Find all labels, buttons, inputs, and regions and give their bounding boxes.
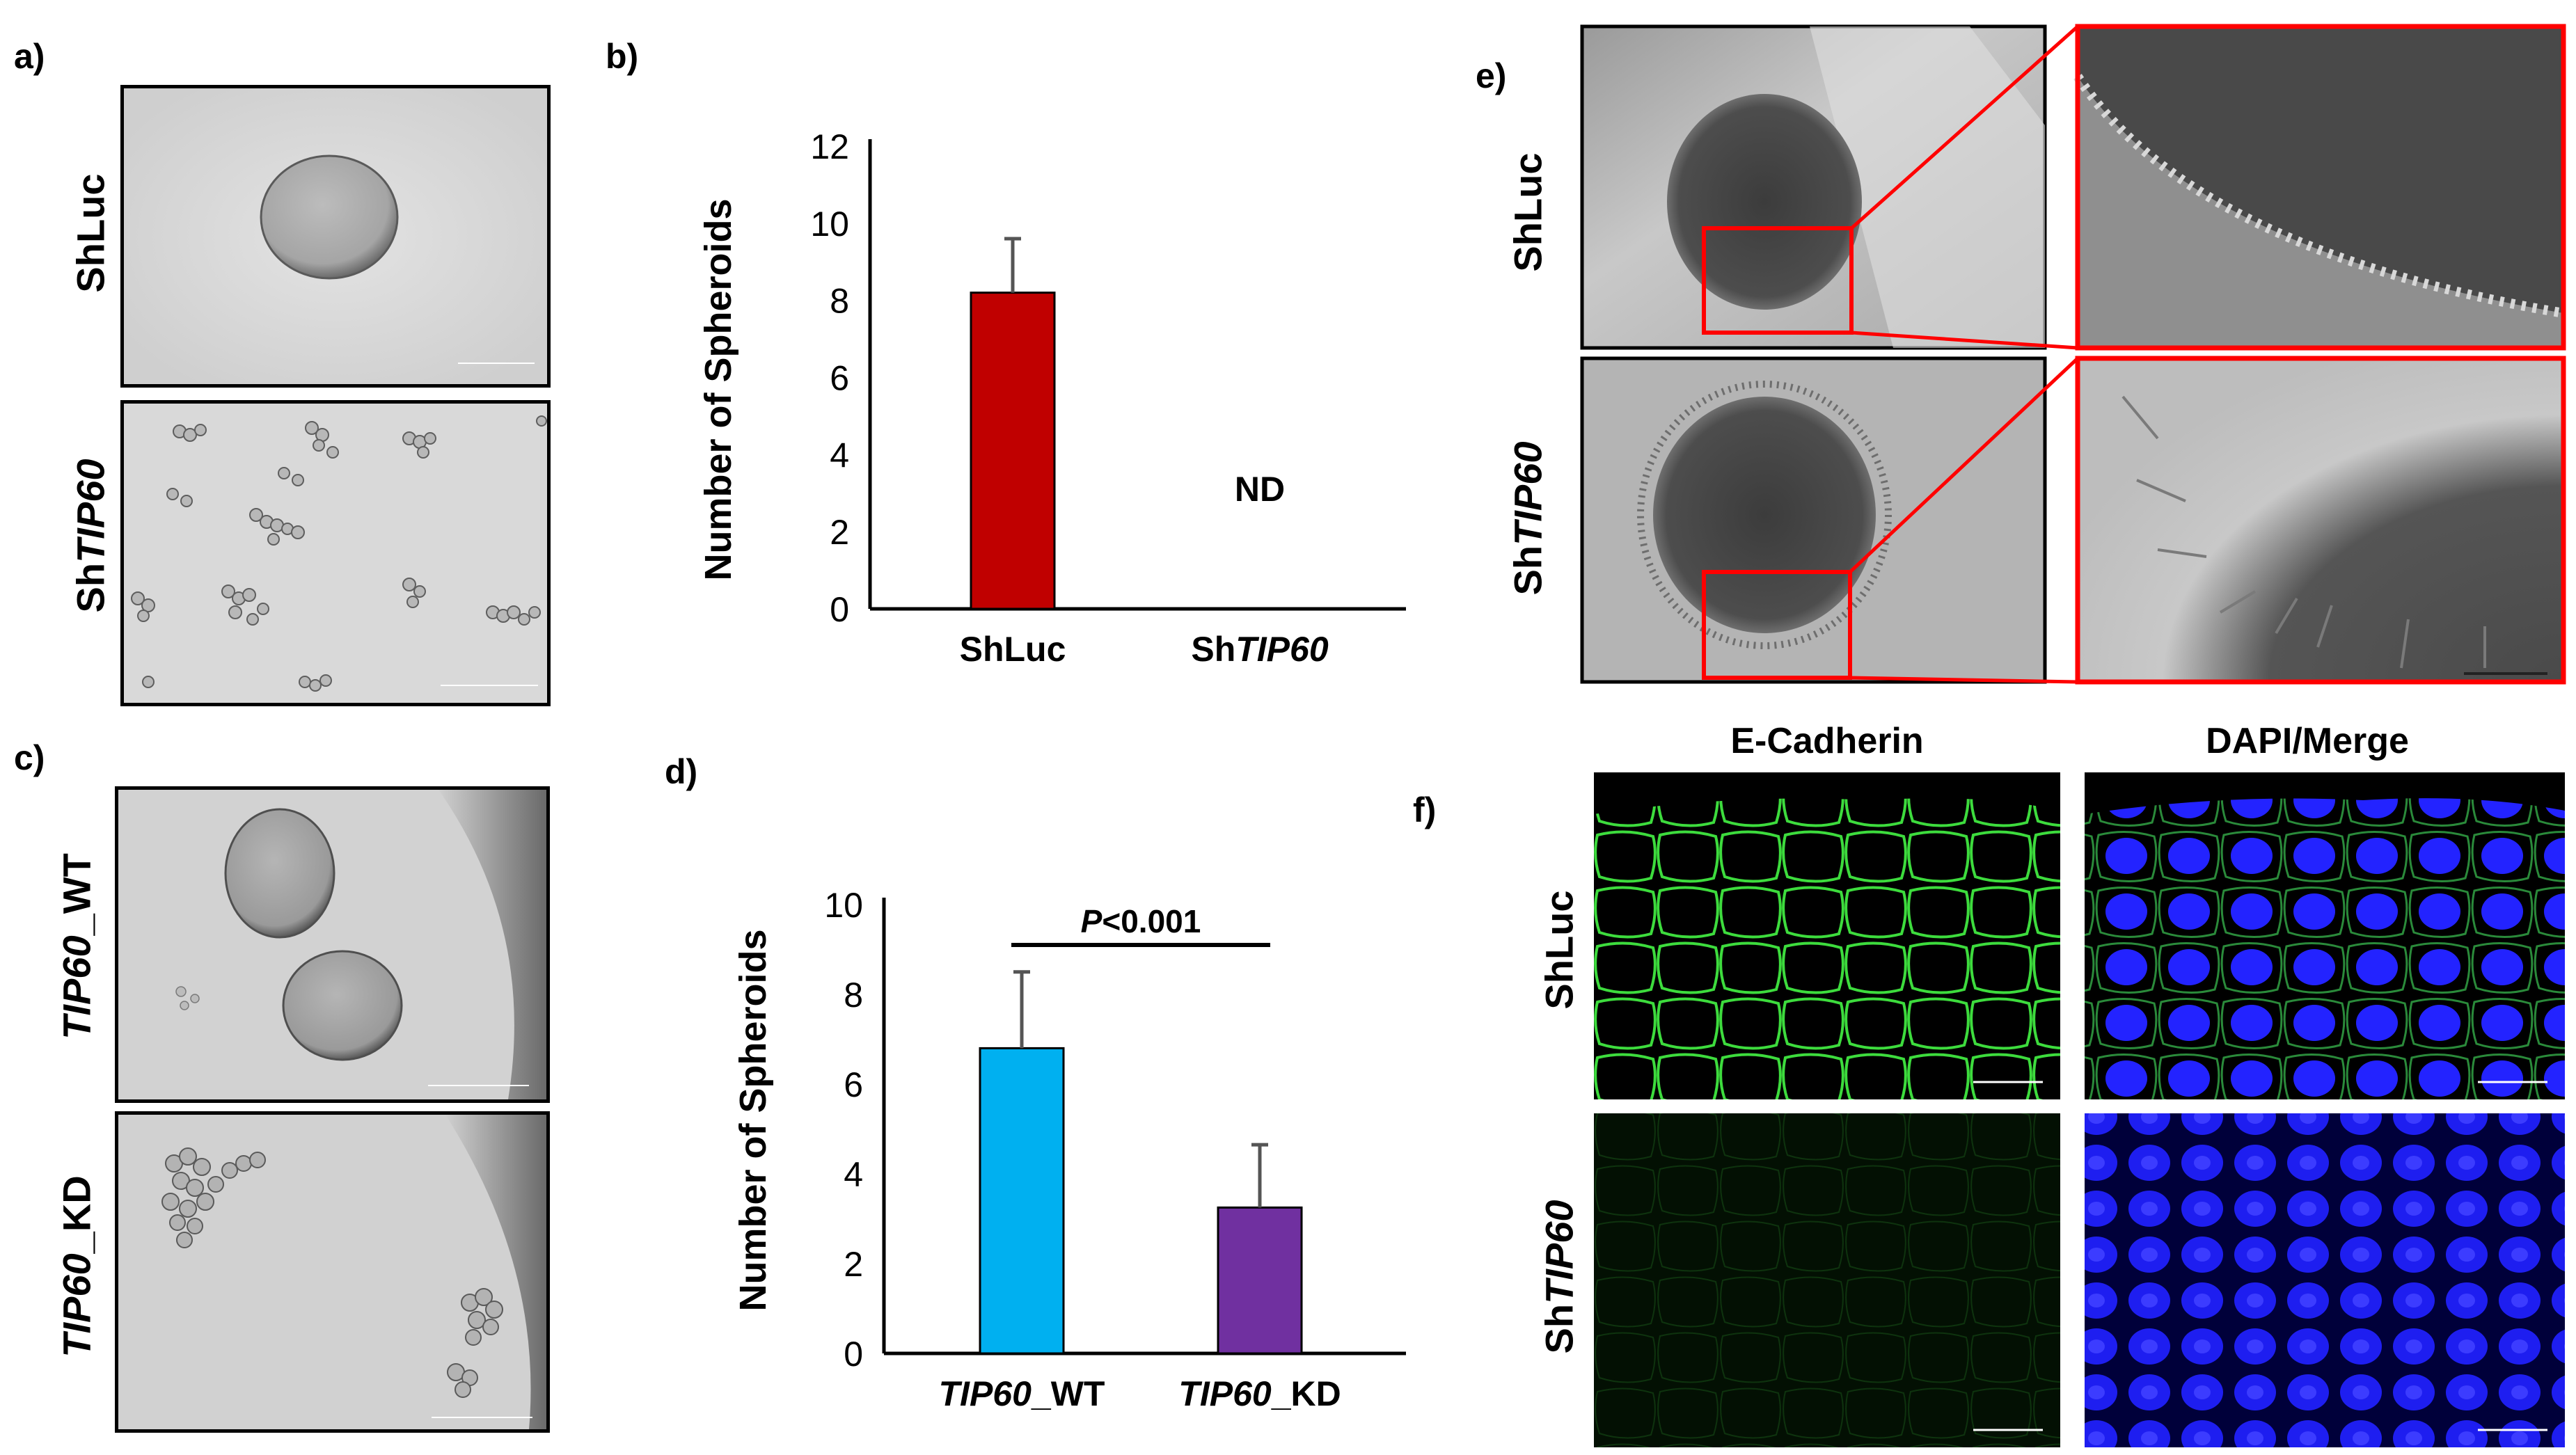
y-tick-label: 2 xyxy=(830,513,849,552)
bar xyxy=(979,1047,1065,1355)
y-tick-label: 0 xyxy=(844,1335,863,1374)
bar xyxy=(970,292,1056,610)
micrograph-e-cadherin-shtip60 xyxy=(1594,1113,2060,1447)
micrograph-tip60-kd-aggregates xyxy=(115,1111,550,1433)
y-tick-label: 12 xyxy=(810,127,849,166)
column-title-e-cadherin: E-Cadherin xyxy=(1730,721,1924,761)
y-tick-label: 8 xyxy=(830,282,849,321)
row-label-shluc-f: ShLuc xyxy=(1537,890,1581,1010)
micrograph-dapi-merge-shtip60 xyxy=(2085,1113,2565,1447)
row-label-shluc-e: ShLuc xyxy=(1506,152,1550,272)
micrograph-shluc-invasion-zoom xyxy=(2073,24,2566,351)
y-tick-label: 6 xyxy=(844,1065,863,1104)
micrograph-shluc-spheroid xyxy=(120,85,551,388)
row-label-tip60-kd: TIP60_KD xyxy=(54,1175,99,1358)
row-label-shluc-a: ShLuc xyxy=(68,173,113,293)
invasion-assay-panel-e xyxy=(1580,24,2566,685)
x-tick-label: ShLuc xyxy=(960,630,1066,669)
row-label-shtip60-f: ShTIP60 xyxy=(1537,1200,1581,1354)
y-tick-label: 10 xyxy=(824,886,863,925)
micrograph-shtip60-cells xyxy=(120,400,551,706)
immunofluorescence-panel-f xyxy=(1594,772,2565,1447)
y-tick-label: 4 xyxy=(844,1155,863,1194)
bar xyxy=(1217,1206,1303,1355)
y-axis-title-b: Number of Spheroids xyxy=(697,198,739,580)
y-tick-label: 0 xyxy=(830,590,849,629)
x-tick-label: ShTIP60 xyxy=(1191,630,1328,669)
bar-chart-d: Number of Spheroids 0 2 4 6 8 10 TIP60_WT TIP60… xyxy=(732,886,1406,1413)
micrograph-shtip60-invasion-zoom xyxy=(2075,356,2566,685)
panel-label-d: d) xyxy=(665,752,698,791)
row-label-shtip60-a: ShTIP60 xyxy=(68,459,113,613)
y-tick-label: 4 xyxy=(830,436,849,475)
panel-label-c: c) xyxy=(14,738,45,777)
micrograph-e-cadherin-shluc xyxy=(1594,772,2060,1099)
panel-label-e: e) xyxy=(1476,56,1507,95)
y-tick-label: 10 xyxy=(810,205,849,244)
x-tick-label: TIP60_KD xyxy=(1178,1374,1341,1413)
annotation-not-detected: ND xyxy=(1235,470,1285,509)
y-axis-title-d: Number of Spheroids xyxy=(732,929,774,1311)
panel-label-f: f) xyxy=(1413,790,1437,829)
micrograph-shluc-invasion xyxy=(1580,24,2047,350)
row-label-shtip60-e: ShTIP60 xyxy=(1506,441,1550,596)
y-tick-label: 6 xyxy=(830,359,849,398)
panel-label-b: b) xyxy=(606,37,639,76)
micrograph-tip60-wt-spheroids xyxy=(115,786,550,1103)
column-title-dapi-merge: DAPI/Merge xyxy=(2206,721,2409,761)
y-tick-label: 2 xyxy=(844,1245,863,1284)
micrograph-shtip60-invasion xyxy=(1580,356,2047,684)
bar-chart-b: Number of Spheroids 0 2 4 6 8 10 12 ShLuc ShTIP6… xyxy=(697,127,1406,669)
panel-label-a: a) xyxy=(14,37,45,76)
row-label-tip60-wt: TIP60_WT xyxy=(54,853,99,1040)
y-tick-label: 8 xyxy=(844,976,863,1015)
micrograph-dapi-merge-shluc xyxy=(2085,772,2565,1099)
x-tick-label: TIP60_WT xyxy=(939,1374,1105,1413)
p-value-label: P<0.001 xyxy=(1081,903,1201,939)
